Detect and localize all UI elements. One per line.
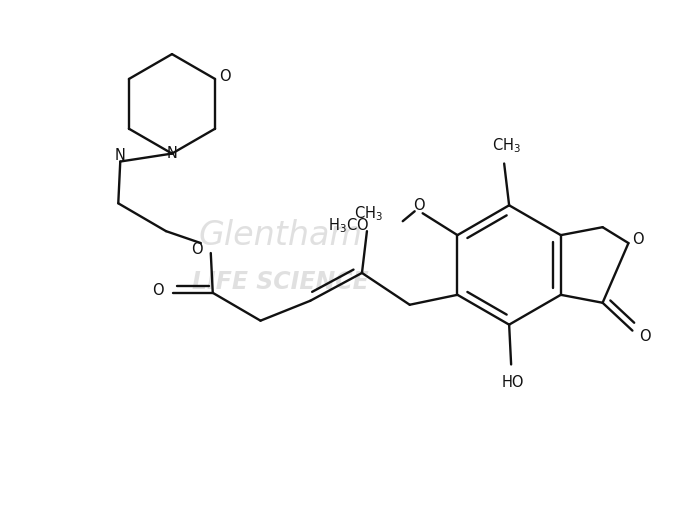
Text: O: O [191,242,203,256]
Text: N: N [166,146,177,161]
Text: O: O [640,329,651,344]
Text: CH$_3$: CH$_3$ [491,136,521,155]
Text: H$_3$CO: H$_3$CO [328,216,369,235]
Text: O: O [219,70,231,84]
Text: HO: HO [502,375,524,390]
Text: O: O [152,283,164,298]
Text: Glentham: Glentham [198,218,363,252]
Text: LIFE SCIENCE: LIFE SCIENCE [192,270,369,294]
Text: N: N [115,148,126,163]
Text: O: O [633,231,644,246]
Text: O: O [413,198,425,213]
Text: CH$_3$: CH$_3$ [354,204,383,223]
